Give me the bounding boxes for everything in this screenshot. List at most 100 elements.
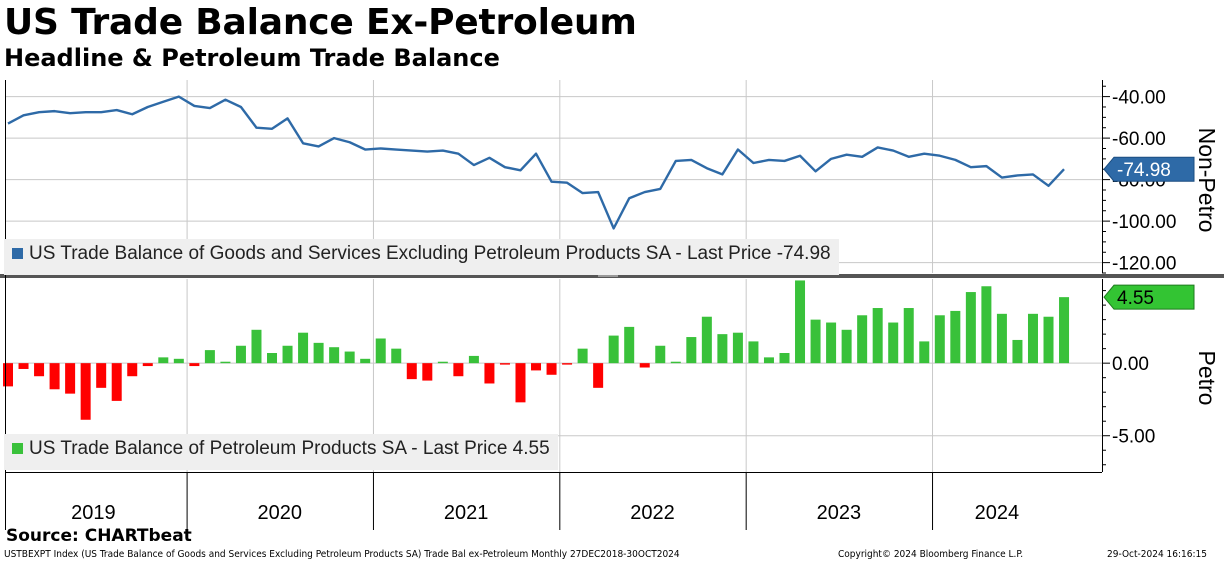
- bar: [329, 347, 340, 364]
- bar: [1059, 297, 1070, 364]
- last-price-top: -74.98: [1103, 156, 1195, 182]
- bar: [313, 342, 324, 364]
- bar: [3, 363, 13, 387]
- bar: [608, 335, 619, 364]
- bar: [562, 363, 573, 365]
- bar: [499, 363, 510, 365]
- y-tick-label-top: -120.00: [1112, 254, 1176, 275]
- bar: [1012, 339, 1023, 364]
- bar: [65, 363, 76, 394]
- series-line: [7, 95, 1065, 230]
- bar: [189, 363, 200, 367]
- bar: [111, 363, 122, 401]
- bar: [593, 363, 604, 388]
- bar: [919, 341, 930, 364]
- bar: [80, 363, 91, 420]
- bar: [810, 319, 821, 364]
- bar: [453, 363, 464, 377]
- bar: [872, 308, 883, 364]
- bar: [717, 334, 728, 364]
- footer-copyright: Copyright© 2024 Bloomberg Finance L.P.: [838, 549, 1024, 560]
- footer-timestamp: 29-Oct-2024 16:16:15: [1107, 549, 1207, 560]
- bar: [655, 345, 666, 364]
- y-tick-label-bottom: -5.00: [1112, 427, 1155, 448]
- bar: [624, 326, 635, 364]
- bar: [422, 363, 433, 381]
- bar: [204, 350, 215, 364]
- legend-bottom-swatch: [12, 443, 23, 454]
- bar: [826, 322, 837, 364]
- legend-top-label: US Trade Balance of Goods and Services E…: [29, 243, 831, 264]
- x-tick-label: 2019: [71, 502, 116, 524]
- bar: [375, 338, 386, 364]
- last-price-bottom-text: 4.55: [1117, 288, 1154, 309]
- last-price-bottom: 4.55: [1103, 284, 1195, 310]
- bar: [282, 345, 293, 364]
- page-title: US Trade Balance Ex-Petroleum: [4, 2, 637, 43]
- bar: [670, 361, 681, 364]
- source-note: Source: CHARTbeat: [6, 526, 192, 546]
- bar: [406, 363, 417, 380]
- bar: [437, 361, 448, 364]
- bar: [950, 310, 961, 364]
- bar: [903, 308, 914, 364]
- bar: [996, 313, 1007, 364]
- bar: [686, 337, 697, 364]
- bar: [468, 355, 479, 364]
- bar: [235, 345, 246, 364]
- legend-top: US Trade Balance of Goods and Services E…: [4, 239, 839, 275]
- x-tick-label: 2021: [444, 502, 489, 524]
- last-price-top-shape: [1103, 156, 1195, 182]
- bar: [934, 315, 945, 364]
- y-tick-label-top: -100.00: [1112, 212, 1176, 233]
- bar: [965, 292, 976, 364]
- y-tick-label-top: -60.00: [1112, 129, 1166, 150]
- bar: [515, 363, 526, 403]
- bar: [34, 363, 45, 377]
- bar: [1027, 313, 1038, 364]
- x-tick-label: 2022: [630, 502, 675, 524]
- bars-layer: [3, 280, 1070, 420]
- bar: [251, 329, 262, 364]
- legend-top-swatch: [12, 248, 23, 259]
- line-layer: [7, 95, 1065, 230]
- y-tick-label-bottom: 0.00: [1112, 354, 1149, 375]
- last-price-bottom-shape: [1103, 284, 1195, 310]
- legend-bottom-label: US Trade Balance of Petroleum Products S…: [29, 438, 550, 459]
- bar: [577, 348, 588, 364]
- bar: [484, 363, 495, 384]
- bar: [49, 363, 60, 390]
- bar: [841, 329, 852, 364]
- bar: [142, 363, 153, 367]
- bar: [344, 351, 355, 364]
- footer-index-desc: USTBEXPT Index (US Trade Balance of Good…: [4, 549, 680, 560]
- last-price-top-text: -74.98: [1117, 160, 1171, 181]
- x-tick-label: 2024: [975, 502, 1020, 524]
- bar: [779, 353, 790, 364]
- bar: [701, 316, 712, 364]
- bar: [795, 280, 806, 364]
- bar: [267, 353, 278, 364]
- bar: [981, 286, 992, 364]
- bar: [18, 363, 29, 369]
- bar: [360, 358, 371, 364]
- bar: [220, 361, 231, 364]
- bar: [127, 363, 138, 377]
- bar: [391, 348, 402, 364]
- page-subtitle: Headline & Petroleum Trade Balance: [4, 44, 500, 72]
- panel-separator-grip: [598, 275, 618, 277]
- bar: [96, 363, 107, 388]
- bar: [173, 358, 184, 364]
- bar: [546, 363, 557, 375]
- bar: [732, 332, 743, 364]
- axis-title-top: Non-Petro: [1194, 128, 1220, 233]
- y-tick-label-top: -40.00: [1112, 88, 1166, 109]
- x-tick-label: 2020: [258, 502, 303, 524]
- bar: [888, 322, 899, 364]
- bar: [639, 363, 650, 368]
- x-tick-label: 2023: [817, 502, 862, 524]
- bar: [857, 315, 868, 364]
- bar: [298, 332, 309, 364]
- bar: [158, 357, 169, 364]
